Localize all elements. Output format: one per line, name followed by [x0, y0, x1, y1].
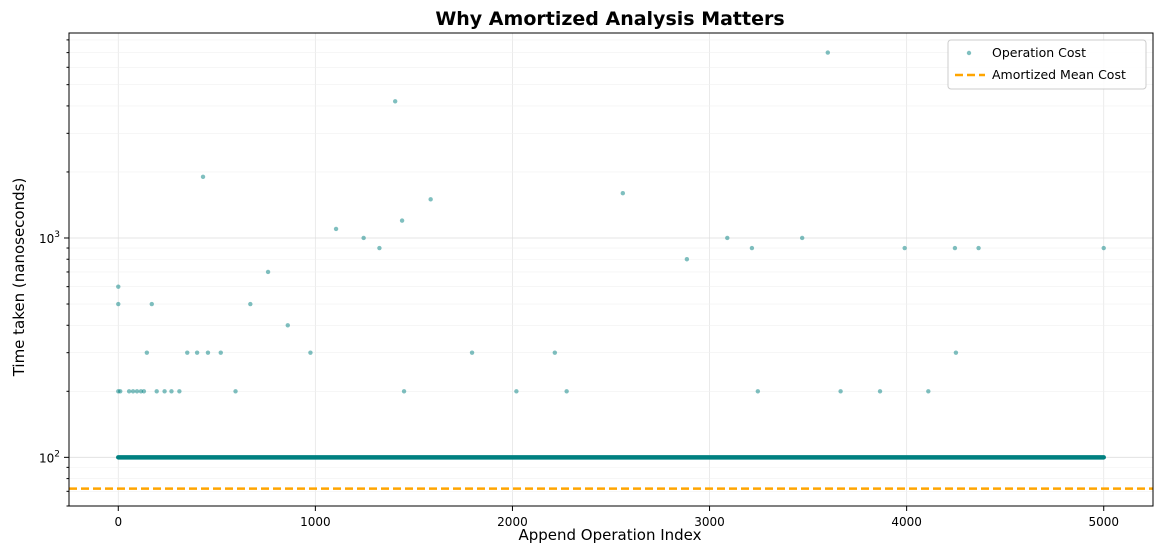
data-point: [248, 301, 253, 307]
legend-marker-operation-cost: [966, 50, 972, 56]
data-point: [725, 235, 730, 241]
data-point: [265, 269, 271, 275]
data-point: [162, 389, 167, 394]
data-point: [469, 350, 475, 355]
chart-title: Why Amortized Analysis Matters: [435, 8, 784, 30]
data-point: [799, 235, 805, 241]
x-tick-label: 5000: [1088, 515, 1119, 529]
data-point: [514, 389, 519, 394]
data-point: [205, 350, 211, 355]
x-tick-label: 3000: [694, 515, 725, 529]
data-point: [952, 245, 958, 251]
data-point: [134, 389, 140, 394]
data-point: [684, 257, 690, 262]
x-tick-label: 0: [114, 515, 122, 529]
y-tick-label-exponent: 2: [54, 449, 60, 459]
plot-area: [69, 50, 1153, 490]
data-point: [116, 301, 121, 307]
data-point: [838, 389, 843, 394]
data-point: [144, 350, 150, 355]
data-point: [399, 218, 405, 223]
data-point: [392, 99, 398, 104]
data-point: [285, 323, 290, 328]
data-point: [141, 389, 147, 394]
data-point: [552, 350, 558, 355]
data-point: [116, 284, 121, 289]
y-tick-label-base: 10: [39, 451, 54, 465]
data-point: [361, 235, 366, 241]
data-point: [377, 245, 382, 251]
data-point: [308, 350, 313, 355]
data-point: [877, 389, 883, 394]
x-tick-label: 2000: [497, 515, 528, 529]
data-point: [976, 245, 981, 251]
y-axis-label: Time taken (nanoseconds): [10, 178, 28, 378]
data-point: [126, 389, 132, 394]
data-point: [1101, 245, 1106, 251]
plot-frame: [68, 32, 1154, 507]
data-point: [749, 245, 755, 251]
data-point: [333, 226, 339, 232]
y-tick-label: 102: [39, 449, 60, 465]
legend: Operation Cost Amortized Mean Cost: [947, 39, 1147, 90]
data-point: [755, 389, 761, 394]
x-tick-label: 4000: [891, 515, 922, 529]
legend-label-operation-cost: Operation Cost: [992, 45, 1086, 60]
data-point: [200, 174, 206, 180]
data-point: [926, 389, 931, 394]
data-point: [177, 389, 182, 394]
data-point: [154, 389, 159, 394]
data-point: [428, 197, 433, 202]
data-point: [620, 191, 626, 196]
y-tick-label-base: 10: [39, 232, 54, 246]
data-point: [149, 301, 154, 307]
y-tick-label-exponent: 3: [54, 230, 60, 240]
data-point: [169, 389, 174, 394]
data-point: [194, 350, 200, 355]
x-axis-label: Append Operation Index: [518, 526, 701, 544]
data-point: [118, 389, 123, 394]
legend-box: [947, 39, 1147, 90]
data-point: [401, 389, 407, 394]
data-point: [953, 350, 959, 355]
data-point: [825, 50, 830, 55]
legend-label-amortized-mean: Amortized Mean Cost: [992, 67, 1126, 82]
data-point: [564, 389, 569, 394]
x-tick-label: 1000: [300, 515, 331, 529]
y-tick-label: 103: [39, 230, 60, 246]
data-point: [185, 350, 190, 355]
data-point: [902, 245, 907, 251]
data-point: [218, 350, 223, 355]
data-point: [130, 389, 136, 394]
data-point: [233, 389, 238, 394]
grid: [69, 33, 1153, 507]
